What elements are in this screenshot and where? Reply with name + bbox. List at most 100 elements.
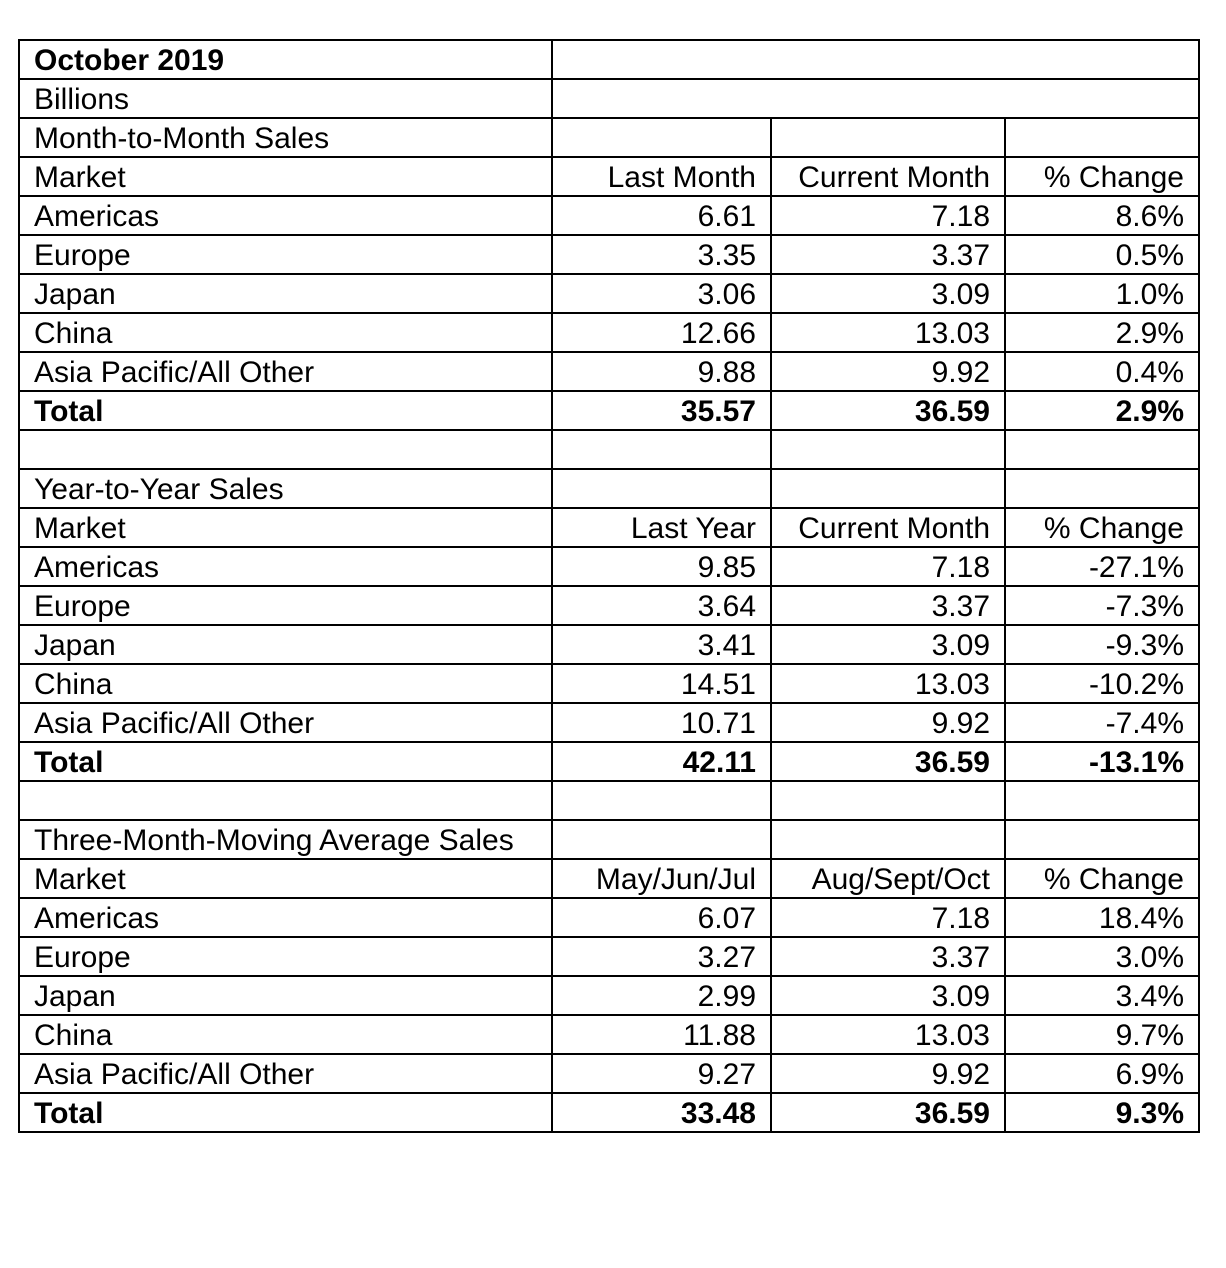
prior-value-cell: 2.99 <box>551 975 772 1016</box>
table-row: Japan 3.41 3.09 -9.3% <box>18 624 1200 665</box>
table-row: Europe 3.35 3.37 0.5% <box>18 234 1200 275</box>
column-header-row: Market Last Year Current Month% Change <box>18 507 1200 548</box>
sales-table: October 2019 Billions Month-to-Month Sal… <box>18 39 1200 1133</box>
percent-change-cell: -10.2% <box>1004 663 1200 704</box>
total-percent-change-cell: 2.9% <box>1004 390 1200 431</box>
total-row: Total 35.57 36.59 2.9% <box>18 390 1200 431</box>
percent-change-cell: 6.9% <box>1004 1053 1200 1094</box>
sales-table-body: October 2019 Billions Month-to-Month Sal… <box>18 39 1200 1133</box>
title-row-empty-cell <box>551 39 1200 80</box>
column-header: Aug/Sept/Oct <box>770 858 1006 899</box>
current-value-cell: 9.92 <box>770 351 1006 392</box>
column-header: Last Year <box>551 507 772 548</box>
market-cell: China <box>18 663 553 704</box>
total-row: Total 33.48 36.59 9.3% <box>18 1092 1200 1133</box>
table-row: Asia Pacific/All Other 9.88 9.92 0.4% <box>18 351 1200 392</box>
market-cell: Asia Pacific/All Other <box>18 702 553 743</box>
spacer-cell <box>551 429 772 470</box>
section-heading-row: Three-Month-Moving Average Sales <box>18 819 1200 860</box>
current-value-cell: 3.09 <box>770 624 1006 665</box>
column-header: % Change <box>1004 507 1200 548</box>
column-header: Market <box>18 858 553 899</box>
units-label: Billions <box>18 78 553 119</box>
section-heading-row: Year-to-Year Sales <box>18 468 1200 509</box>
column-header: Current Month <box>770 507 1006 548</box>
total-market-cell: Total <box>18 741 553 782</box>
market-cell: Japan <box>18 624 553 665</box>
column-header: May/Jun/Jul <box>551 858 772 899</box>
prior-value-cell: 9.27 <box>551 1053 772 1094</box>
total-market-cell: Total <box>18 1092 553 1133</box>
total-current-value-cell: 36.59 <box>770 390 1006 431</box>
market-cell: Europe <box>18 585 553 626</box>
percent-change-cell: 8.6% <box>1004 195 1200 236</box>
heading-empty-cell <box>1004 117 1200 158</box>
percent-change-cell: -9.3% <box>1004 624 1200 665</box>
percent-change-cell: -7.4% <box>1004 702 1200 743</box>
percent-change-cell: -27.1% <box>1004 546 1200 587</box>
heading-empty-cell <box>551 468 772 509</box>
spacer-cell <box>770 429 1006 470</box>
spacer-cell <box>18 780 553 821</box>
prior-value-cell: 3.41 <box>551 624 772 665</box>
total-prior-value-cell: 42.11 <box>551 741 772 782</box>
section-heading: Month-to-Month Sales <box>18 117 553 158</box>
heading-empty-cell <box>770 117 1006 158</box>
units-row: Billions <box>18 78 1200 119</box>
current-value-cell: 9.92 <box>770 1053 1006 1094</box>
spacer-cell <box>551 780 772 821</box>
current-value-cell: 7.18 <box>770 195 1006 236</box>
prior-value-cell: 14.51 <box>551 663 772 704</box>
total-percent-change-cell: 9.3% <box>1004 1092 1200 1133</box>
table-row: Asia Pacific/All Other 9.27 9.92 6.9% <box>18 1053 1200 1094</box>
column-header: Last Month <box>551 156 772 197</box>
prior-value-cell: 6.61 <box>551 195 772 236</box>
percent-change-cell: 2.9% <box>1004 312 1200 353</box>
prior-value-cell: 3.64 <box>551 585 772 626</box>
heading-empty-cell <box>551 117 772 158</box>
market-cell: Americas <box>18 195 553 236</box>
current-value-cell: 13.03 <box>770 312 1006 353</box>
current-value-cell: 3.09 <box>770 273 1006 314</box>
market-cell: Europe <box>18 936 553 977</box>
table-row: Americas 6.61 7.18 8.6% <box>18 195 1200 236</box>
current-value-cell: 3.37 <box>770 936 1006 977</box>
total-current-value-cell: 36.59 <box>770 741 1006 782</box>
table-row: Europe 3.27 3.37 3.0% <box>18 936 1200 977</box>
spacer-cell <box>1004 429 1200 470</box>
current-value-cell: 7.18 <box>770 546 1006 587</box>
prior-value-cell: 10.71 <box>551 702 772 743</box>
table-row: Europe 3.64 3.37 -7.3% <box>18 585 1200 626</box>
total-percent-change-cell: -13.1% <box>1004 741 1200 782</box>
section-spacer-row <box>18 780 1200 821</box>
column-header: Market <box>18 507 553 548</box>
current-value-cell: 7.18 <box>770 897 1006 938</box>
column-header: % Change <box>1004 858 1200 899</box>
current-value-cell: 3.37 <box>770 585 1006 626</box>
table-row: Asia Pacific/All Other 10.71 9.92 -7.4% <box>18 702 1200 743</box>
prior-value-cell: 3.35 <box>551 234 772 275</box>
market-cell: China <box>18 1014 553 1055</box>
heading-empty-cell <box>770 468 1006 509</box>
section-spacer-row <box>18 429 1200 470</box>
current-value-cell: 3.37 <box>770 234 1006 275</box>
percent-change-cell: 3.0% <box>1004 936 1200 977</box>
market-cell: Americas <box>18 897 553 938</box>
heading-empty-cell <box>770 819 1006 860</box>
heading-empty-cell <box>1004 468 1200 509</box>
column-header: % Change <box>1004 156 1200 197</box>
table-row: Americas 6.07 7.18 18.4% <box>18 897 1200 938</box>
section-heading: Year-to-Year Sales <box>18 468 553 509</box>
total-current-value-cell: 36.59 <box>770 1092 1006 1133</box>
market-cell: Europe <box>18 234 553 275</box>
table-row: Americas 9.85 7.18 -27.1% <box>18 546 1200 587</box>
total-prior-value-cell: 33.48 <box>551 1092 772 1133</box>
total-prior-value-cell: 35.57 <box>551 390 772 431</box>
prior-value-cell: 9.85 <box>551 546 772 587</box>
percent-change-cell: 18.4% <box>1004 897 1200 938</box>
current-value-cell: 9.92 <box>770 702 1006 743</box>
table-row: China 11.88 13.03 9.7% <box>18 1014 1200 1055</box>
total-row: Total 42.11 36.59 -13.1% <box>18 741 1200 782</box>
column-header-row: Market Last Month Current Month% Change <box>18 156 1200 197</box>
title-row: October 2019 <box>18 39 1200 80</box>
